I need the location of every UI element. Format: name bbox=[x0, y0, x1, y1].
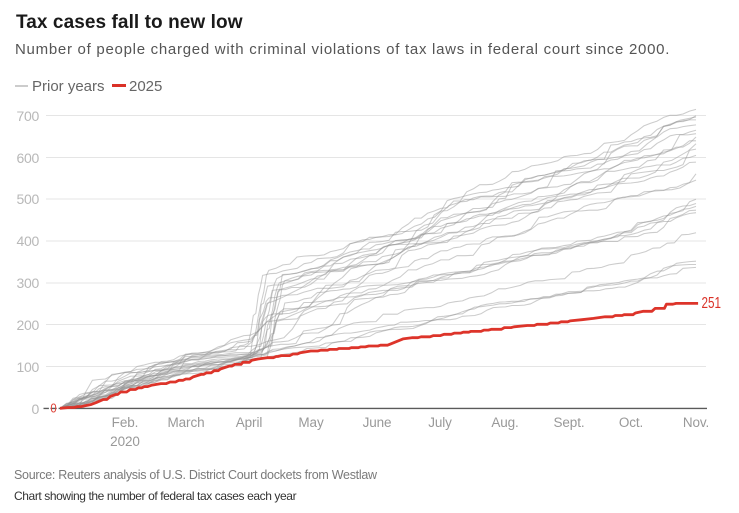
svg-text:0: 0 bbox=[50, 401, 56, 415]
svg-text:251: 251 bbox=[702, 295, 722, 312]
